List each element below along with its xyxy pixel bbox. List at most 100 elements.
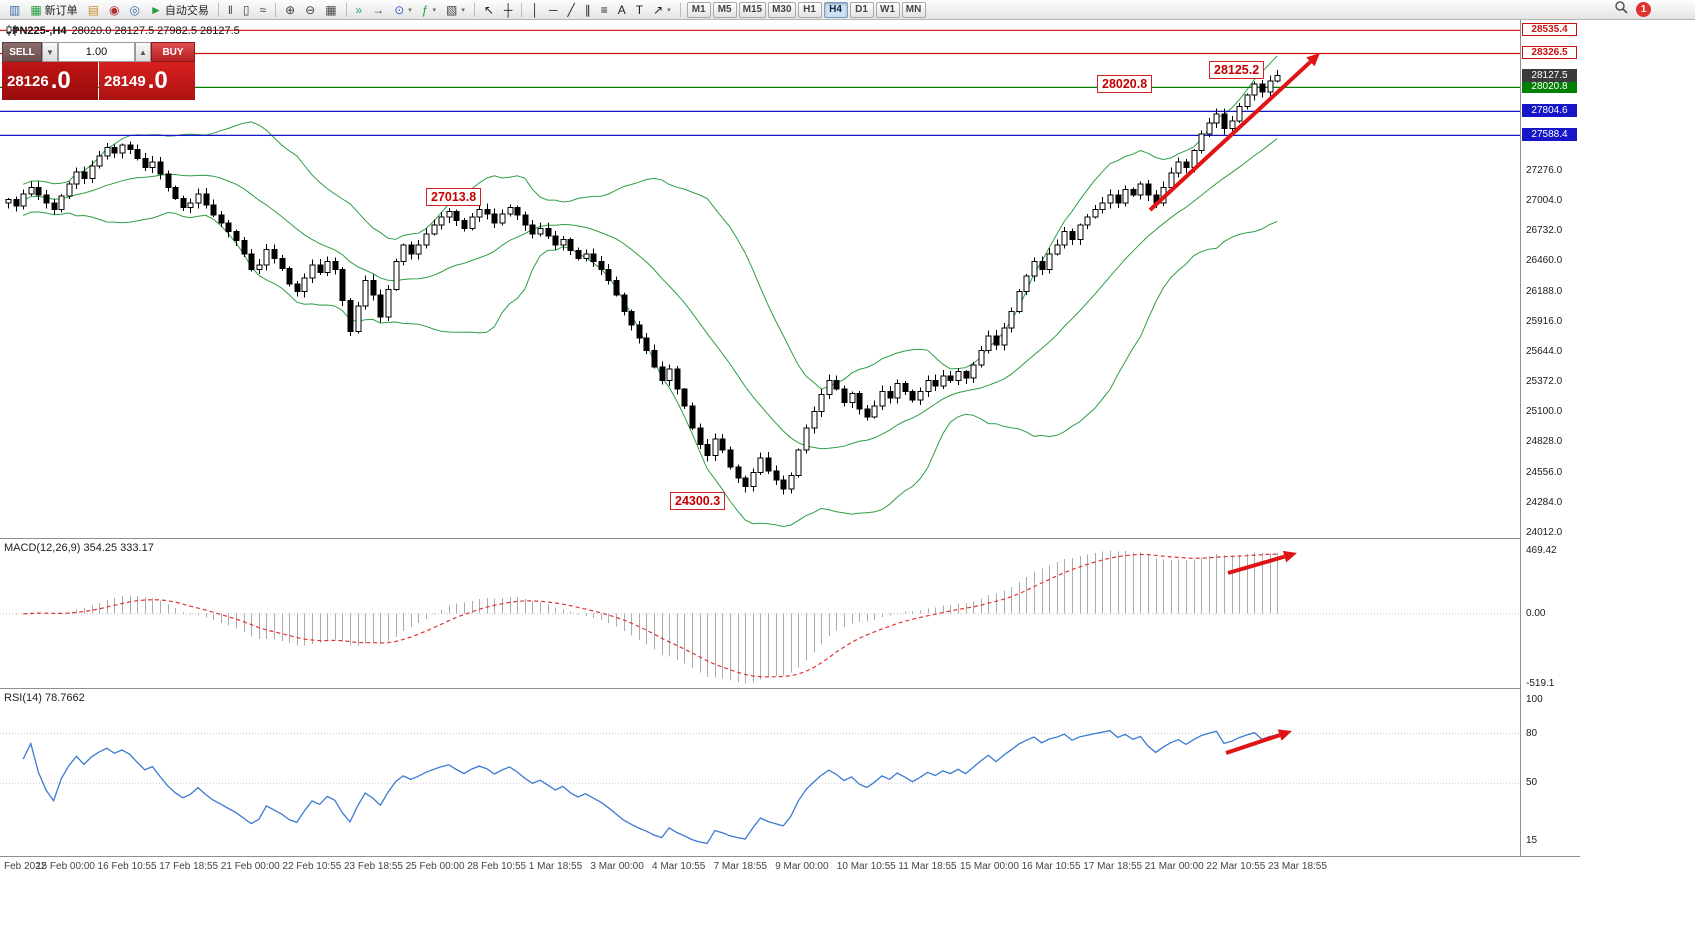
buy-button[interactable]: BUY — [151, 42, 195, 62]
auto-scroll-button[interactable]: » — [351, 1, 368, 19]
chart-ohlc-values: 28020.0 28127.5 27982.5 28127.5 — [71, 25, 240, 37]
timeframe-m1-button[interactable]: M1 — [686, 1, 711, 18]
alerts-button[interactable]: ◉ — [104, 1, 124, 19]
rsi-canvas[interactable] — [0, 689, 1520, 857]
rsi-axis-label: 15 — [1526, 835, 1538, 847]
zoom-out-icon: ⊖ — [305, 2, 316, 17]
channel-tool-button[interactable]: ∥ — [580, 1, 596, 19]
price-callout[interactable]: 28020.8 — [1097, 75, 1153, 93]
time-axis-label: 15 Mar 00:00 — [960, 861, 1019, 872]
period-selector-button[interactable]: ⊙ ▾ — [389, 1, 417, 19]
price-line-badge: 27804.6 — [1522, 104, 1577, 118]
rsi-indicator-panel[interactable]: RSI(14) 78.7662 — [0, 688, 1520, 856]
timeframe-d1-button[interactable]: D1 — [849, 1, 874, 18]
sell-button[interactable]: SELL — [2, 42, 42, 62]
chart-symbol-period-label: JPN225-,H4 — [6, 25, 67, 37]
fibonacci-tool-button[interactable]: ≡ — [596, 1, 613, 19]
macd-label: MACD(12,26,9) 354.25 333.17 — [4, 542, 154, 554]
volume-increase-button[interactable]: ▲ — [135, 42, 151, 62]
candlestick-mode-button[interactable]: ▯ — [238, 1, 255, 19]
bar-chart-mode-icon: ‖ — [227, 2, 233, 17]
macd-canvas[interactable] — [0, 539, 1520, 689]
profiles-button[interactable]: ▤ — [83, 1, 104, 19]
bar-chart-mode-button[interactable]: ‖ — [223, 1, 238, 19]
timeframe-toolbar: M1 M5 M15 M30 H1 H4 D1 W1 MN — [685, 1, 926, 18]
tile-windows-button[interactable]: ▦ — [320, 1, 341, 19]
timeframe-h4-button[interactable]: H4 — [823, 1, 848, 18]
crosshair-tool-button[interactable]: ┼ — [499, 1, 518, 19]
templates-button[interactable]: ▧ ▾ — [441, 1, 470, 19]
current-price-badge: 28127.5 — [1522, 68, 1577, 82]
auto-scroll-icon: » — [355, 2, 363, 17]
text-tool-button[interactable]: A — [613, 1, 631, 19]
timeframe-w1-button[interactable]: W1 — [875, 1, 900, 18]
auto-trading-button[interactable]: ► 自动交易 — [145, 1, 214, 19]
time-axis-label: 28 Feb 10:55 — [467, 861, 527, 872]
templates-dropdown-icon[interactable]: ▾ — [461, 6, 465, 14]
arrows-tool-button[interactable]: ↗ ▾ — [648, 1, 676, 19]
trendline-tool-button[interactable]: ╱ — [562, 1, 579, 19]
arrows-tool-dropdown-icon[interactable]: ▾ — [667, 6, 671, 14]
line-chart-mode-button[interactable]: ≈ — [254, 1, 271, 19]
timeframe-m15-button[interactable]: M15 — [738, 1, 767, 18]
timeframe-mn-button[interactable]: MN — [901, 1, 926, 18]
notifications-button[interactable]: ◎ — [125, 1, 145, 19]
price-callout[interactable]: 24300.3 — [670, 492, 726, 510]
time-axis-label: 3 Mar 00:00 — [590, 861, 644, 872]
crosshair-tool-icon: ┼ — [503, 2, 513, 17]
price-line-badge: 28020.8 — [1522, 80, 1577, 94]
new-order-label: 新订单 — [44, 4, 78, 17]
macd-axis-label: 0.00 — [1526, 607, 1546, 619]
indicators-icon: ƒ — [421, 2, 429, 17]
timeframe-m5-button[interactable]: M5 — [712, 1, 737, 18]
macd-axis-label: 469.42 — [1526, 544, 1557, 556]
timeframe-m30-button[interactable]: M30 — [768, 1, 796, 18]
main-chart-area[interactable]: JPN225-,H4 28020.0 28127.5 27982.5 28127… — [0, 20, 1520, 538]
time-axis-label: 21 Feb 00:00 — [220, 861, 280, 872]
volume-input[interactable]: 1.00 — [58, 42, 135, 62]
chart-shift-button[interactable]: → — [367, 1, 389, 19]
time-axis-label: 7 Mar 18:55 — [713, 861, 767, 872]
timeframe-h1-button[interactable]: H1 — [797, 1, 822, 18]
main-chart-canvas[interactable] — [0, 20, 1520, 538]
toolbar-separator — [473, 2, 475, 17]
toolbar-groups: ▥ ▦ 新订单 ▤ ◉ ◎ ► 自动交易 ‖ ▯ ≈ ⊕ ⊖ ▦» → ⊙ ▾ ƒ ▾ ▧ ▾ ↖ ┼ │ ─ ╱ ∥ ≡ A T ↗ ▾ — [4, 1, 676, 19]
search-icon[interactable] — [1614, 0, 1628, 19]
time-axis: Feb 2022 15 Feb 00:00 16 Feb 10:55 17 Feb 1… — [0, 856, 1580, 876]
buy-price-pips: .0 — [147, 67, 168, 94]
sell-price-display[interactable]: 28126 .0 — [2, 62, 98, 100]
price-callout[interactable]: 28125.2 — [1209, 61, 1265, 79]
toolbar-separator — [275, 2, 277, 17]
period-selector-dropdown-icon[interactable]: ▾ — [408, 6, 412, 14]
buy-price-display[interactable]: 28149 .0 — [99, 62, 195, 100]
zoom-in-button[interactable]: ⊕ — [280, 1, 300, 19]
label-tool-button[interactable]: T — [631, 1, 648, 19]
new-chart-button[interactable]: ▥ — [4, 1, 25, 19]
price-callout[interactable]: 27013.8 — [426, 188, 482, 206]
indicators-dropdown-icon[interactable]: ▾ — [432, 6, 436, 14]
notification-count-badge[interactable]: 1 — [1636, 2, 1651, 17]
time-axis-label: 21 Mar 00:00 — [1144, 861, 1204, 872]
text-tool-icon: A — [617, 2, 626, 17]
new-order-button[interactable]: ▦ 新订单 — [25, 1, 82, 19]
time-axis-label: 23 Feb 18:55 — [344, 861, 403, 872]
rsi-axis-label: 80 — [1526, 727, 1538, 739]
chart-title: JPN225-,H4 28020.0 28127.5 27982.5 28127… — [6, 25, 240, 37]
volume-decrease-button[interactable]: ▼ — [42, 42, 58, 62]
price-axis-label: 26460.0 — [1526, 255, 1563, 267]
price-axis: 27276.0 27004.0 26732.0 26460.0 26188.0 25916… — [1520, 20, 1580, 856]
toolbar-separator — [679, 2, 681, 17]
toolbar-right-section: 1 — [1614, 0, 1691, 19]
price-axis-label: 27004.0 — [1526, 195, 1563, 207]
zoom-out-button[interactable]: ⊖ — [300, 1, 320, 19]
time-axis-label: Feb 2022 — [4, 861, 47, 872]
cursor-tool-button[interactable]: ↖ — [479, 1, 499, 19]
indicators-button[interactable]: ƒ ▾ — [417, 1, 441, 19]
vertical-line-tool-button[interactable]: │ — [526, 1, 544, 19]
notifications-icon: ◎ — [129, 2, 140, 17]
macd-indicator-panel[interactable]: MACD(12,26,9) 354.25 333.17 — [0, 538, 1520, 688]
sell-price-pips: .0 — [50, 67, 71, 94]
horizontal-line-tool-button[interactable]: ─ — [544, 1, 563, 19]
templates-icon: ▧ — [446, 2, 458, 17]
trendline-tool-icon: ╱ — [567, 2, 575, 17]
